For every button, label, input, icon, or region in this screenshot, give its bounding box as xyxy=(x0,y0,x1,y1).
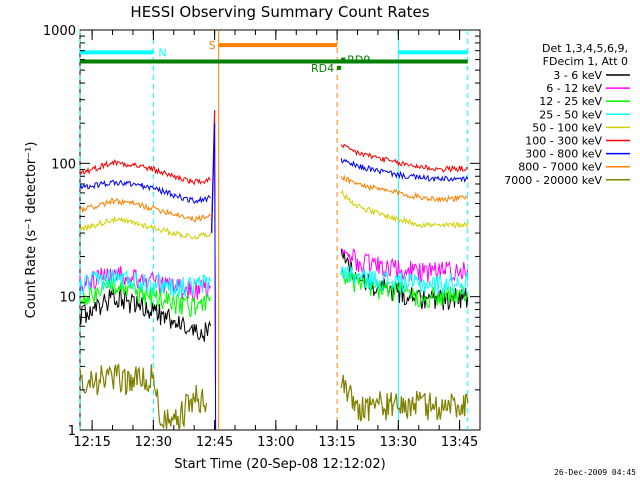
series-line-7000-20000-kev-0 xyxy=(79,363,207,431)
flag-label-s: S xyxy=(209,39,216,52)
legend-label-50-100-kev: 50 - 100 keV xyxy=(532,121,602,134)
x-tick-label-1345: 13:45 xyxy=(441,435,478,450)
series-line-3-6-kev-0 xyxy=(79,288,211,342)
chart-title: HESSI Observing Summary Count Rates xyxy=(130,3,429,21)
plot-area: N S RD4 RD9 1 10 100 1000 12:15 12:30 12:45 13:00 13… xyxy=(43,24,630,450)
series-line-25-50-kev-0 xyxy=(79,269,211,298)
legend-label-12-25-kev: 12 - 25 keV xyxy=(539,95,602,108)
flag-label-rd4: RD4 xyxy=(311,62,334,75)
series-line-50-100-kev-0 xyxy=(79,216,211,240)
series-line-7000-20000-kev-1 xyxy=(340,374,469,422)
series-line-50-100-kev-1 xyxy=(340,189,469,229)
x-tick-label-1230: 12:30 xyxy=(135,435,172,450)
legend-header-detectors: Det 1,3,4,5,6,9, xyxy=(542,42,628,55)
series-line-12-25-kev-1 xyxy=(340,266,469,309)
x-tick-label-1315: 13:15 xyxy=(318,435,355,450)
legend-label-300-800-kev: 300 - 800 keV xyxy=(525,148,602,161)
y-axis-label: Count Rate (s⁻¹ detector⁻¹) xyxy=(24,142,39,319)
y-tick-label-1000: 1000 xyxy=(43,24,76,39)
y-tick-label-1: 1 xyxy=(68,424,76,439)
x-tick-label-1215: 12:15 xyxy=(73,435,110,450)
plot-frame xyxy=(79,29,481,431)
x-tick-label-1330: 13:30 xyxy=(380,435,417,450)
flare-spike-1 xyxy=(211,123,216,234)
legend-label-100-300-kev: 100 - 300 keV xyxy=(525,135,602,148)
series-line-12-25-kev-0 xyxy=(79,276,211,319)
series-line-300-800-kev-1 xyxy=(340,157,469,183)
legend-label-3-6-kev: 3 - 6 keV xyxy=(553,69,602,82)
flare-drop-1 xyxy=(214,123,217,431)
series-line-100-300-kev-1 xyxy=(340,143,469,173)
x-tick-label-1300: 13:00 xyxy=(257,435,294,450)
legend-label-6-12-kev: 6 - 12 keV xyxy=(546,82,602,95)
legend-label-800-7000-kev: 800 - 7000 keV xyxy=(518,161,602,174)
y-tick-label-10: 10 xyxy=(59,291,76,306)
legend-label-7000-20000-kev: 7000 - 20000 keV xyxy=(504,174,602,187)
flag-label-n: N xyxy=(158,46,166,59)
x-axis-label: Start Time (20-Sep-08 12:12:02) xyxy=(174,457,385,472)
series-line-800-7000-kev-1 xyxy=(340,174,469,204)
flag-label-rd9: RD9 xyxy=(347,54,370,67)
series-line-100-300-kev-0 xyxy=(79,159,211,186)
series-line-25-50-kev-1 xyxy=(340,265,469,295)
legend-label-25-50-kev: 25 - 50 keV xyxy=(539,108,602,121)
series-line-300-800-kev-0 xyxy=(79,179,211,205)
legend-header-decimation: FDecim 1, Att 0 xyxy=(543,55,628,68)
plot-timestamp: 26-Dec-2009 04:45 xyxy=(554,468,636,477)
x-tick-label-1245: 12:45 xyxy=(196,435,233,450)
series-line-800-7000-kev-0 xyxy=(79,198,211,223)
y-tick-label-100: 100 xyxy=(51,157,76,172)
